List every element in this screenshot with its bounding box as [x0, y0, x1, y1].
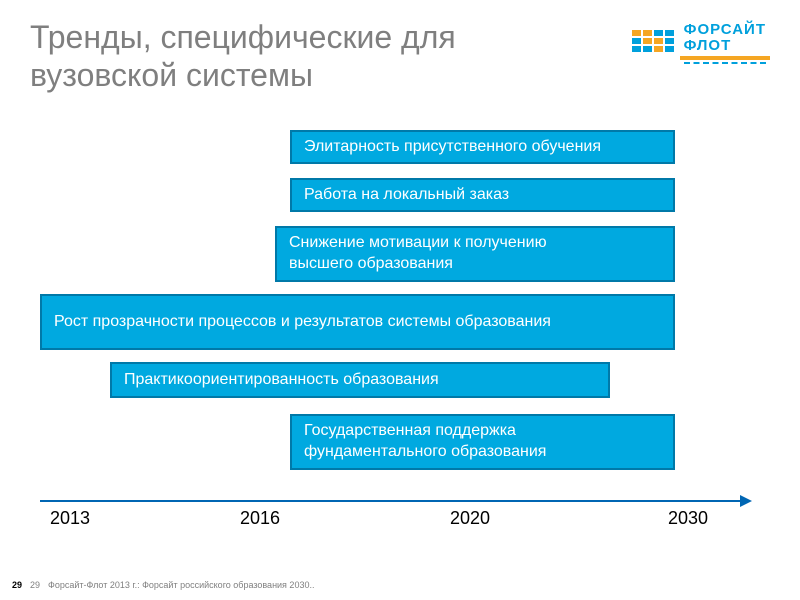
page-title: Тренды, специфические для вузовской сист…	[30, 18, 550, 95]
timeline-bar: Рост прозрачности процессов и результато…	[40, 294, 675, 350]
timeline-tick: 2020	[450, 508, 490, 529]
page-number-light: 29	[30, 580, 40, 590]
timeline-tick: 2013	[50, 508, 90, 529]
timeline-tick: 2016	[240, 508, 280, 529]
timeline-axis	[40, 500, 750, 502]
page-number-bold: 29	[12, 580, 22, 590]
timeline-chart: Элитарность присутственного обучения Рабо…	[40, 130, 760, 530]
footer: 29 29 Форсайт-Флот 2013 г.: Форсайт росс…	[12, 580, 314, 590]
timeline-bar: Снижение мотивации к получению высшего о…	[275, 226, 675, 282]
logo-text: ФОРСАЙТ ФЛОТ	[680, 22, 770, 60]
timeline-bar: Элитарность присутственного обучения	[290, 130, 675, 164]
logo: ФОРСАЙТ ФЛОТ	[632, 22, 770, 60]
logo-icon	[632, 30, 674, 52]
timeline-tick: 2030	[668, 508, 708, 529]
timeline-bar: Практикоориентированность образования	[110, 362, 610, 398]
timeline-bar: Государственная поддержка фундаментально…	[290, 414, 675, 470]
timeline-bar: Работа на локальный заказ	[290, 178, 675, 212]
footer-caption: Форсайт-Флот 2013 г.: Форсайт российског…	[48, 580, 314, 590]
